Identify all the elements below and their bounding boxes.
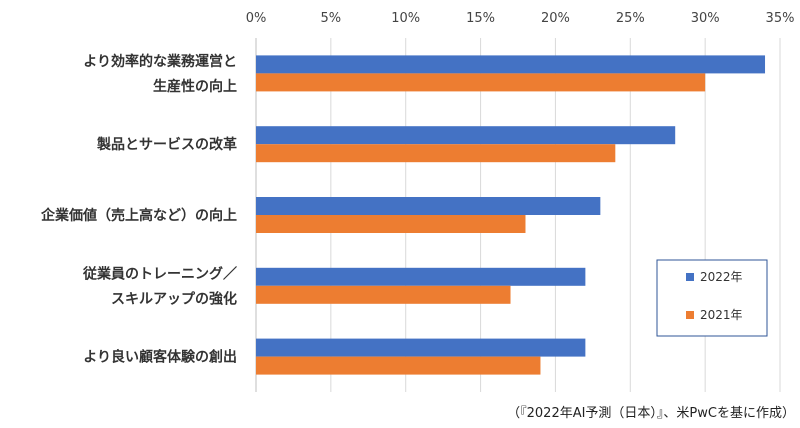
x-tick-label: 5% xyxy=(321,11,342,26)
legend-swatch xyxy=(686,311,694,319)
legend-label: 2022年 xyxy=(700,270,743,284)
x-tick-label: 0% xyxy=(246,11,267,26)
bar-2021年-4 xyxy=(256,356,541,375)
bar-2021年-3 xyxy=(256,285,511,304)
bar-2022年-2 xyxy=(256,197,601,215)
bar-2022年-3 xyxy=(256,267,586,286)
category-label: 製品とサービスの改革 xyxy=(96,136,237,153)
category-label: 生産性の向上 xyxy=(153,78,237,95)
source-note: （『2022年AI予測（日本）』、米PwCを基に作成） xyxy=(507,406,795,421)
category-labels: より効率的な業務運営と生産性の向上製品とサービスの改革企業価値（売上高など）の向… xyxy=(40,53,237,366)
x-tick-label: 10% xyxy=(391,11,420,26)
category-label: 企業価値（売上高など）の向上 xyxy=(40,207,237,224)
bar-2021年-0 xyxy=(256,73,706,92)
bar-2021年-1 xyxy=(256,144,616,163)
x-tick-label: 15% xyxy=(466,11,495,26)
bars xyxy=(256,55,766,375)
category-label: スキルアップの強化 xyxy=(111,290,237,307)
legend-swatch xyxy=(686,273,694,281)
legend-label: 2021年 xyxy=(700,308,743,322)
bar-2021年-2 xyxy=(256,215,526,233)
x-tick-labels: 0% 5% 10% 15% 20% 25% 30% 35% xyxy=(246,11,795,26)
x-tick-label: 20% xyxy=(541,11,570,26)
bar-2022年-1 xyxy=(256,126,676,145)
category-label: 従業員のトレーニング／ xyxy=(82,265,237,282)
legend-box xyxy=(656,259,768,337)
bar-2022年-4 xyxy=(256,338,586,357)
x-tick-label: 30% xyxy=(691,11,720,26)
x-tick-label: 35% xyxy=(766,11,795,26)
legend: 2022年 2021年 xyxy=(656,259,768,337)
bar-2022年-0 xyxy=(256,55,766,74)
category-label: より良い顧客体験の創出 xyxy=(83,349,237,366)
category-label: より効率的な業務運営と xyxy=(83,53,237,70)
x-tick-label: 25% xyxy=(616,11,645,26)
